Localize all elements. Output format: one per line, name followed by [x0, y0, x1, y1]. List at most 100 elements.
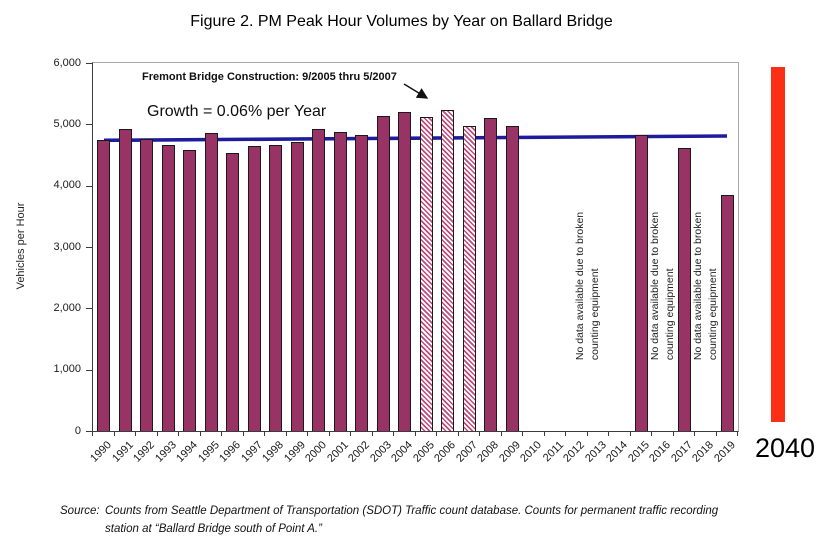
- x-axis-tickmark: [737, 431, 738, 436]
- bar-1998: [269, 145, 283, 431]
- bar-2009: [505, 126, 519, 431]
- bar-1999: [290, 141, 304, 431]
- x-tick-label-1996: 1996: [217, 439, 244, 465]
- x-tick-label-2005: 2005: [410, 439, 437, 465]
- chart-title: Figure 2. PM Peak Hour Volumes by Year o…: [190, 13, 613, 30]
- x-tick-label-2007: 2007: [453, 439, 480, 465]
- x-axis-tickmark: [135, 431, 136, 436]
- bar-2001: [333, 132, 347, 431]
- y-axis-tickmark: [86, 369, 93, 371]
- x-tick-label-2019: 2019: [711, 439, 738, 465]
- x-tick-label-2014: 2014: [604, 439, 631, 465]
- source-label: Source:: [60, 505, 100, 517]
- no-data-note: No data available due to broken counting …: [691, 212, 721, 360]
- x-axis-tickmark: [629, 431, 631, 436]
- x-axis-tickmark: [371, 431, 373, 436]
- x-axis-tickmark: [307, 431, 308, 436]
- bar-2005: [419, 117, 433, 431]
- bar-2015: [634, 135, 648, 431]
- no-data-note-line: counting equipment: [588, 268, 601, 361]
- x-tick-label-2015: 2015: [625, 439, 652, 465]
- x-tick-label-1994: 1994: [174, 439, 201, 465]
- bar-2019: [720, 194, 734, 431]
- no-data-note-line: No data available due to broken: [648, 211, 661, 361]
- x-axis-tickmark: [672, 431, 674, 436]
- x-axis-tickmark: [113, 431, 115, 436]
- x-axis-tickmark: [156, 431, 158, 436]
- y-axis-tickmark: [86, 63, 93, 64]
- y-axis-tickmark: [86, 431, 93, 432]
- x-tick-label-2002: 2002: [346, 439, 373, 465]
- plot-area: 0 1,000 2,000 3,000 4,000 5,000 6,000 No data a…: [53, 57, 739, 437]
- projection-2040-bar: [771, 67, 785, 422]
- bar-1994: [183, 149, 197, 431]
- y-axis-tickmark: [86, 308, 93, 310]
- x-axis-tickmark: [500, 431, 502, 436]
- bar-1995: [204, 132, 218, 431]
- x-axis-tickmark: [479, 431, 480, 436]
- bar-1990: [97, 139, 111, 431]
- x-tick-label-2012: 2012: [561, 439, 588, 465]
- bar-1997: [247, 145, 261, 431]
- bar-1996: [226, 153, 240, 431]
- x-tick-label-1990: 1990: [88, 439, 115, 465]
- y-tick-label-1,000: 1,000: [53, 363, 81, 376]
- y-tick-label-0: 0: [74, 424, 81, 437]
- x-axis-tickmark: [586, 431, 588, 436]
- x-axis-tickmark: [393, 431, 394, 436]
- y-tick-label-2,000: 2,000: [53, 301, 81, 314]
- x-axis-labels: 1990 1991 1992 1993 1994 1995 1996 1997 1998 1999…: [88, 437, 738, 479]
- x-tick-label-2001: 2001: [324, 439, 351, 465]
- bar-2007: [462, 125, 476, 431]
- bar-2002: [355, 135, 369, 431]
- x-axis-tickmark: [457, 431, 459, 436]
- y-axis-tickmark: [86, 247, 93, 248]
- y-tick-label-6,000: 6,000: [53, 56, 81, 69]
- source-line-1: Counts from Seattle Department of Transp…: [105, 505, 719, 517]
- x-tick-label-2000: 2000: [303, 439, 330, 465]
- source-note: Source: Counts from Seattle Department o…: [60, 502, 718, 538]
- no-data-note: No data available due to broken counting …: [572, 212, 602, 360]
- x-axis-tickmark: [522, 431, 523, 436]
- x-tick-label-2006: 2006: [432, 439, 459, 465]
- no-data-note-line: No data available due to broken: [573, 211, 586, 361]
- x-axis-tickmark: [694, 431, 695, 436]
- y-tick-label-5,000: 5,000: [53, 117, 81, 130]
- x-axis-tickmark: [715, 431, 717, 436]
- x-axis-tickmark: [92, 431, 93, 436]
- trend-line: [103, 134, 728, 143]
- bar-1993: [161, 144, 175, 431]
- y-tick-label-4,000: 4,000: [53, 179, 81, 192]
- x-tick-label-1993: 1993: [152, 439, 179, 465]
- y-axis-tickmark: [86, 185, 93, 187]
- x-tick-label-1997: 1997: [238, 439, 265, 465]
- x-axis-tickmark: [199, 431, 201, 436]
- x-tick-label-2008: 2008: [475, 439, 502, 465]
- x-axis-tickmark: [436, 431, 437, 436]
- x-axis-tickmark: [350, 431, 351, 436]
- x-tick-label-2010: 2010: [518, 439, 545, 465]
- source-text: Counts from Seattle Department of Transp…: [105, 502, 718, 538]
- bar-2006: [441, 109, 455, 431]
- y-tick-label-3,000: 3,000: [53, 240, 81, 253]
- y-axis-tickmark: [86, 124, 93, 126]
- x-tick-label-2018: 2018: [690, 439, 717, 465]
- source-line-2: station at “Ballard Bridge south of Poin…: [105, 523, 322, 535]
- x-axis-tickmark: [651, 431, 652, 436]
- x-axis-tickmark: [328, 431, 330, 436]
- y-axis-title: Vehicles per Hour: [15, 202, 27, 290]
- bar-1992: [140, 139, 154, 431]
- x-axis-tickmark: [608, 431, 609, 436]
- x-tick-label-2004: 2004: [389, 439, 416, 465]
- bar-2017: [677, 147, 691, 431]
- x-axis-tickmark: [543, 431, 545, 436]
- bar-2004: [398, 112, 412, 431]
- x-axis-tickmark: [178, 431, 179, 436]
- no-data-note-line: No data available due to broken: [691, 211, 704, 361]
- construction-annotation: Fremont Bridge Construction: 9/2005 thru…: [142, 71, 397, 83]
- no-data-note: No data available due to broken counting …: [648, 212, 678, 360]
- bar-2008: [484, 118, 498, 431]
- x-axis-tickmark: [221, 431, 222, 436]
- no-data-note-line: counting equipment: [706, 268, 719, 361]
